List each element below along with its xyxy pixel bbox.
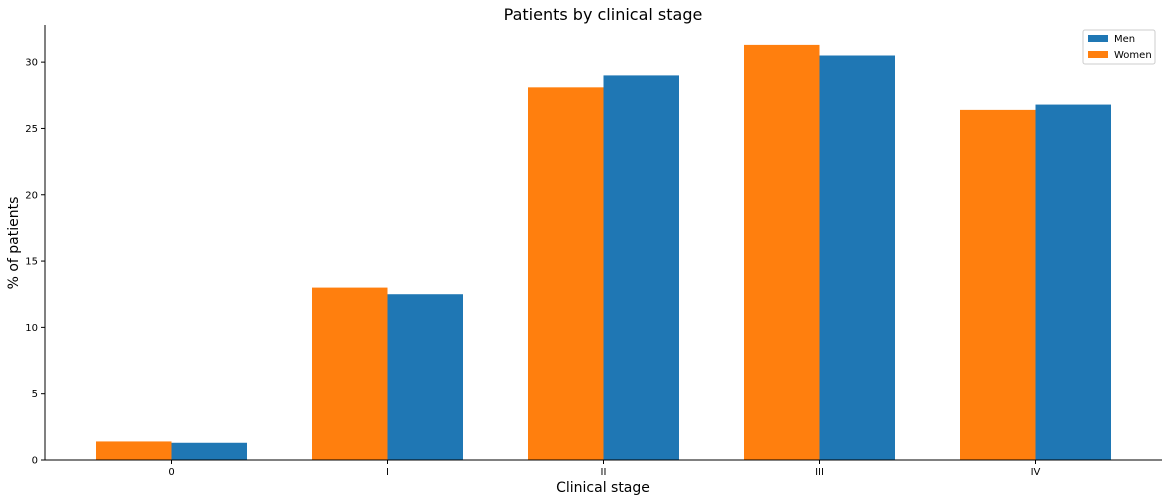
bar-women-IV — [960, 109, 1036, 460]
y-tick-label: 20 — [25, 190, 38, 201]
legend-swatch-men — [1088, 35, 1108, 42]
y-tick-label: 5 — [32, 389, 38, 400]
y-tick-label: 30 — [25, 58, 38, 69]
x-ticks: 0 I II III IV — [168, 460, 1041, 478]
x-tick-label: I — [386, 467, 389, 478]
bar-men-II — [603, 75, 679, 461]
y-tick-label: 0 — [32, 456, 38, 467]
bar-men-III — [819, 55, 895, 460]
bar-men-IV — [1035, 104, 1111, 460]
legend-swatch-women — [1088, 51, 1108, 58]
chart-title: Patients by clinical stage — [504, 5, 703, 24]
y-axis-label: % of patients — [6, 197, 22, 290]
x-tick-label: IV — [1031, 467, 1041, 478]
y-tick-label: 25 — [25, 124, 38, 135]
bar-women-III — [744, 44, 820, 461]
bar-women-II — [528, 87, 604, 461]
y-ticks: 0 5 10 15 20 25 30 — [25, 58, 45, 467]
y-tick-label: 15 — [25, 257, 38, 268]
bars-group — [96, 44, 1111, 461]
legend: Men Women — [1082, 29, 1156, 65]
bar-men-0 — [171, 442, 247, 460]
x-tick-label: III — [815, 467, 824, 478]
y-tick-label: 10 — [25, 323, 38, 334]
x-tick-label: 0 — [168, 467, 174, 478]
legend-label-women: Women — [1114, 50, 1152, 61]
bar-women-0 — [96, 441, 172, 460]
bar-men-I — [387, 294, 463, 460]
bar-women-I — [312, 287, 388, 460]
x-axis-label: Clinical stage — [556, 480, 650, 496]
legend-label-men: Men — [1114, 34, 1135, 45]
x-tick-label: II — [601, 467, 607, 478]
